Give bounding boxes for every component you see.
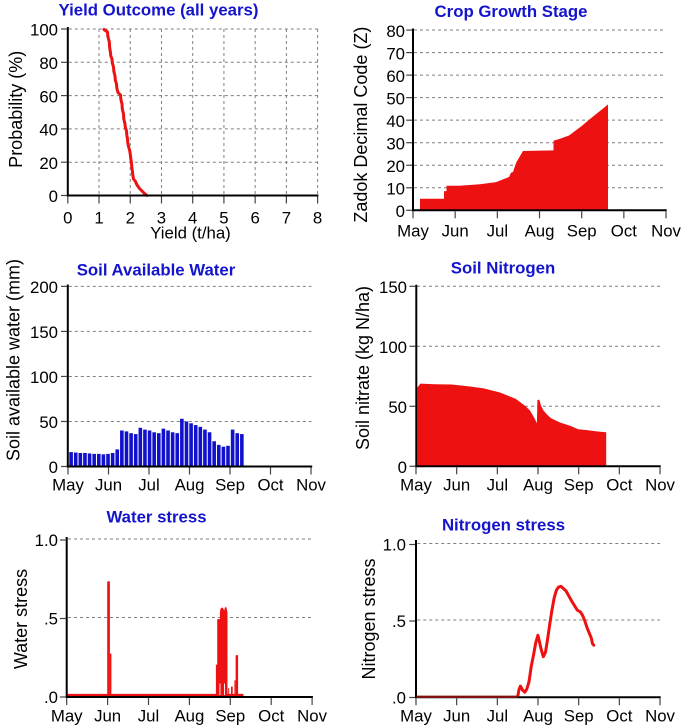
svg-text:80: 80 (39, 54, 58, 73)
svg-text:Sep: Sep (564, 476, 594, 495)
svg-text:Aug: Aug (523, 476, 553, 495)
svg-text:30: 30 (386, 134, 405, 153)
svg-text:Oct: Oct (606, 707, 632, 726)
svg-text:Sep: Sep (564, 707, 594, 726)
svg-text:May: May (397, 222, 429, 241)
svg-text:80: 80 (386, 22, 405, 41)
svg-text:Nov: Nov (296, 476, 326, 495)
svg-text:Probability (%): Probability (%) (6, 51, 26, 168)
svg-text:150: 150 (379, 278, 407, 297)
svg-text:Sep: Sep (215, 476, 245, 495)
svg-text:.5: .5 (392, 612, 406, 631)
svg-text:60: 60 (39, 87, 58, 106)
svg-text:.5: .5 (44, 610, 58, 629)
svg-text:6: 6 (250, 209, 259, 228)
svg-text:Jul: Jul (487, 476, 508, 495)
svg-text:40: 40 (386, 112, 405, 131)
svg-text:Sep: Sep (215, 707, 245, 726)
svg-text:Yield Outcome (all years): Yield Outcome (all years) (59, 1, 259, 20)
svg-text:Jul: Jul (487, 707, 508, 726)
svg-text:Soil Available Water: Soil Available Water (77, 261, 236, 280)
svg-text:7: 7 (282, 209, 291, 228)
svg-text:Soil Nitrogen: Soil Nitrogen (451, 259, 555, 278)
svg-text:May: May (400, 476, 432, 495)
svg-text:3: 3 (157, 209, 166, 228)
svg-text:Jun: Jun (443, 707, 470, 726)
svg-text:0: 0 (63, 209, 72, 228)
svg-text:.0: .0 (44, 688, 58, 707)
svg-text:Soil nitrate (kg N/ha): Soil nitrate (kg N/ha) (353, 286, 373, 450)
svg-text:Oct: Oct (257, 476, 283, 495)
svg-text:5: 5 (219, 209, 228, 228)
svg-text:1: 1 (94, 209, 103, 228)
svg-text:Aug: Aug (525, 222, 555, 241)
svg-text:May: May (51, 707, 83, 726)
svg-text:Sep: Sep (567, 222, 597, 241)
svg-text:100: 100 (379, 338, 407, 357)
svg-text:4: 4 (188, 209, 197, 228)
svg-text:May: May (52, 476, 84, 495)
svg-text:60: 60 (386, 67, 405, 86)
svg-text:Nitrogen stress: Nitrogen stress (442, 516, 565, 535)
svg-text:150: 150 (30, 323, 58, 342)
svg-text:Nitrogen stress: Nitrogen stress (359, 558, 379, 679)
svg-text:Aug: Aug (175, 476, 205, 495)
svg-text:2: 2 (126, 209, 135, 228)
svg-text:Oct: Oct (611, 222, 637, 241)
svg-text:Aug: Aug (523, 707, 553, 726)
svg-text:Nov: Nov (651, 222, 681, 241)
svg-text:Jul: Jul (138, 476, 159, 495)
svg-text:8: 8 (313, 209, 322, 228)
svg-text:1.0: 1.0 (383, 536, 406, 555)
svg-text:0: 0 (49, 458, 58, 477)
svg-text:20: 20 (386, 157, 405, 176)
svg-text:Water stress: Water stress (106, 508, 206, 527)
svg-text:50: 50 (39, 413, 58, 432)
svg-text:100: 100 (30, 368, 58, 387)
svg-text:Jul: Jul (487, 222, 508, 241)
svg-text:0: 0 (49, 187, 58, 206)
svg-text:May: May (400, 707, 432, 726)
svg-text:.0: .0 (392, 689, 406, 708)
svg-text:Water stress: Water stress (11, 569, 31, 669)
svg-text:Jun: Jun (95, 476, 122, 495)
svg-text:50: 50 (388, 398, 407, 417)
svg-text:Nov: Nov (645, 707, 675, 726)
svg-text:Nov: Nov (645, 476, 675, 495)
svg-text:Zadok Decimal Code (Z): Zadok Decimal Code (Z) (351, 27, 371, 223)
svg-text:1.0: 1.0 (35, 531, 58, 550)
svg-text:0: 0 (398, 458, 407, 477)
svg-text:Jun: Jun (442, 222, 469, 241)
svg-text:Jul: Jul (138, 707, 159, 726)
svg-text:0: 0 (396, 202, 405, 221)
svg-text:Yield (t/ha): Yield (t/ha) (150, 224, 231, 243)
svg-text:Nov: Nov (297, 707, 327, 726)
svg-text:200: 200 (30, 278, 58, 297)
svg-text:Oct: Oct (606, 476, 632, 495)
svg-text:100: 100 (30, 21, 58, 40)
svg-text:20: 20 (39, 154, 58, 173)
svg-text:50: 50 (386, 89, 405, 108)
svg-text:Jun: Jun (443, 476, 470, 495)
svg-text:Soil available water (mm): Soil available water (mm) (4, 259, 24, 461)
svg-text:Crop Growth Stage: Crop Growth Stage (435, 2, 588, 21)
svg-text:40: 40 (39, 121, 58, 140)
svg-text:Aug: Aug (174, 707, 204, 726)
svg-text:10: 10 (386, 179, 405, 198)
svg-text:Oct: Oct (258, 707, 284, 726)
svg-text:70: 70 (386, 44, 405, 63)
svg-text:Jun: Jun (94, 707, 121, 726)
